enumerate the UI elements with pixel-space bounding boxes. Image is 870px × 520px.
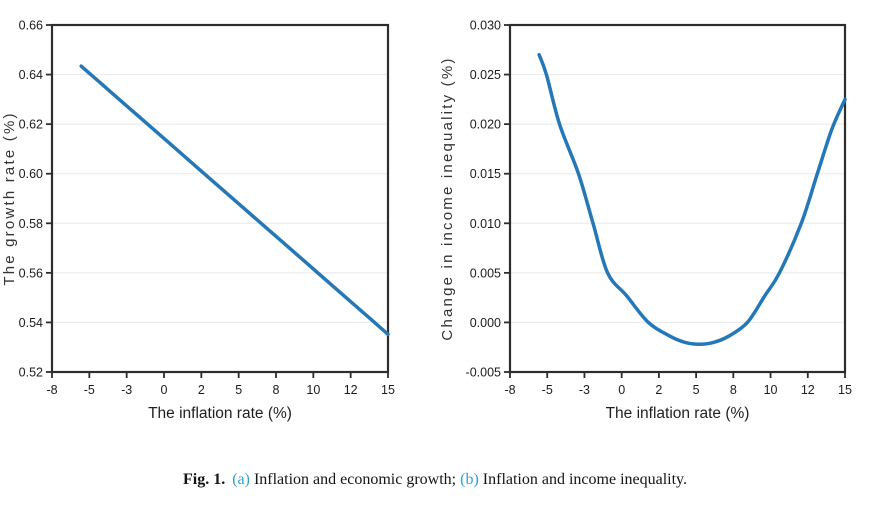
x-tick-label: 2	[198, 383, 205, 397]
x-tick-label: 12	[801, 383, 815, 397]
x-tick-label: 10	[764, 383, 778, 397]
y-tick-label: 0.010	[470, 217, 501, 231]
y-tick-label: 0.56	[19, 266, 43, 280]
y-tick-label: 0.025	[470, 68, 501, 82]
x-tick-label: -5	[84, 383, 95, 397]
y-axis-label: The growth rate (%)	[1, 111, 18, 285]
x-axis-label: The inflation rate (%)	[148, 405, 292, 422]
caption-part-a-text: Inflation and economic growth;	[253, 471, 457, 488]
y-tick-label: 0.58	[19, 217, 43, 231]
x-tick-label: 2	[655, 383, 662, 397]
x-tick-label: -3	[579, 383, 590, 397]
caption-part-b-label: (b)	[460, 471, 479, 488]
y-tick-label: 0.60	[19, 167, 43, 181]
y-tick-label: 0.015	[470, 167, 501, 181]
y-tick-label: 0.005	[470, 266, 501, 280]
y-tick-label: 0.62	[19, 118, 43, 132]
plot-spines	[508, 23, 847, 374]
x-tick-label: 0	[618, 383, 625, 397]
chart-b-canvas: -0.005 0.000 0.005 0.010 0.015 0.020 0.025 0.03…	[439, 19, 852, 423]
x-tick-label: 0	[161, 383, 168, 397]
plot-spines	[50, 23, 390, 374]
y-tick-label: 0.54	[19, 316, 43, 330]
x-tick-label: 15	[381, 383, 395, 397]
y-tick-label: 0.64	[19, 68, 43, 82]
x-axis-label: The inflation rate (%)	[606, 405, 750, 422]
x-tick-label: 5	[235, 383, 242, 397]
chart-a-canvas: 0.52 0.54 0.56 0.58 0.60 0.62 0.64 0.66 -8 -5 -3 0 2…	[1, 19, 395, 423]
caption-part-b-text: Inflation and income inequality.	[482, 471, 688, 488]
x-tick-label: 15	[838, 383, 852, 397]
caption-fig-label: Fig. 1.	[182, 471, 226, 488]
x-tick-label: 12	[344, 383, 358, 397]
y-tick-label: -0.005	[466, 366, 501, 380]
x-tick-label: 8	[730, 383, 737, 397]
x-tick-label: 8	[273, 383, 280, 397]
data-line	[79, 64, 390, 337]
x-tick-label: -8	[46, 383, 57, 397]
y-tick-label: 0.030	[470, 19, 501, 33]
y-tick-label: 0.66	[19, 19, 43, 33]
x-tick-label: -8	[504, 383, 515, 397]
x-tick-label: 10	[306, 383, 320, 397]
y-tick-label: 0.52	[19, 366, 43, 380]
y-tick-label: 0.020	[470, 118, 501, 132]
figure-caption: Fig. 1. (a) Inflation and economic growt…	[0, 471, 870, 489]
x-tick-label: 5	[693, 383, 700, 397]
data-line	[537, 52, 847, 346]
x-tick-label: -5	[542, 383, 553, 397]
y-axis-label: Change in income inequality (%)	[439, 56, 456, 340]
x-tick-label: -3	[121, 383, 132, 397]
y-tick-label: 0.000	[470, 316, 501, 330]
caption-part-a-label: (a)	[232, 471, 250, 488]
